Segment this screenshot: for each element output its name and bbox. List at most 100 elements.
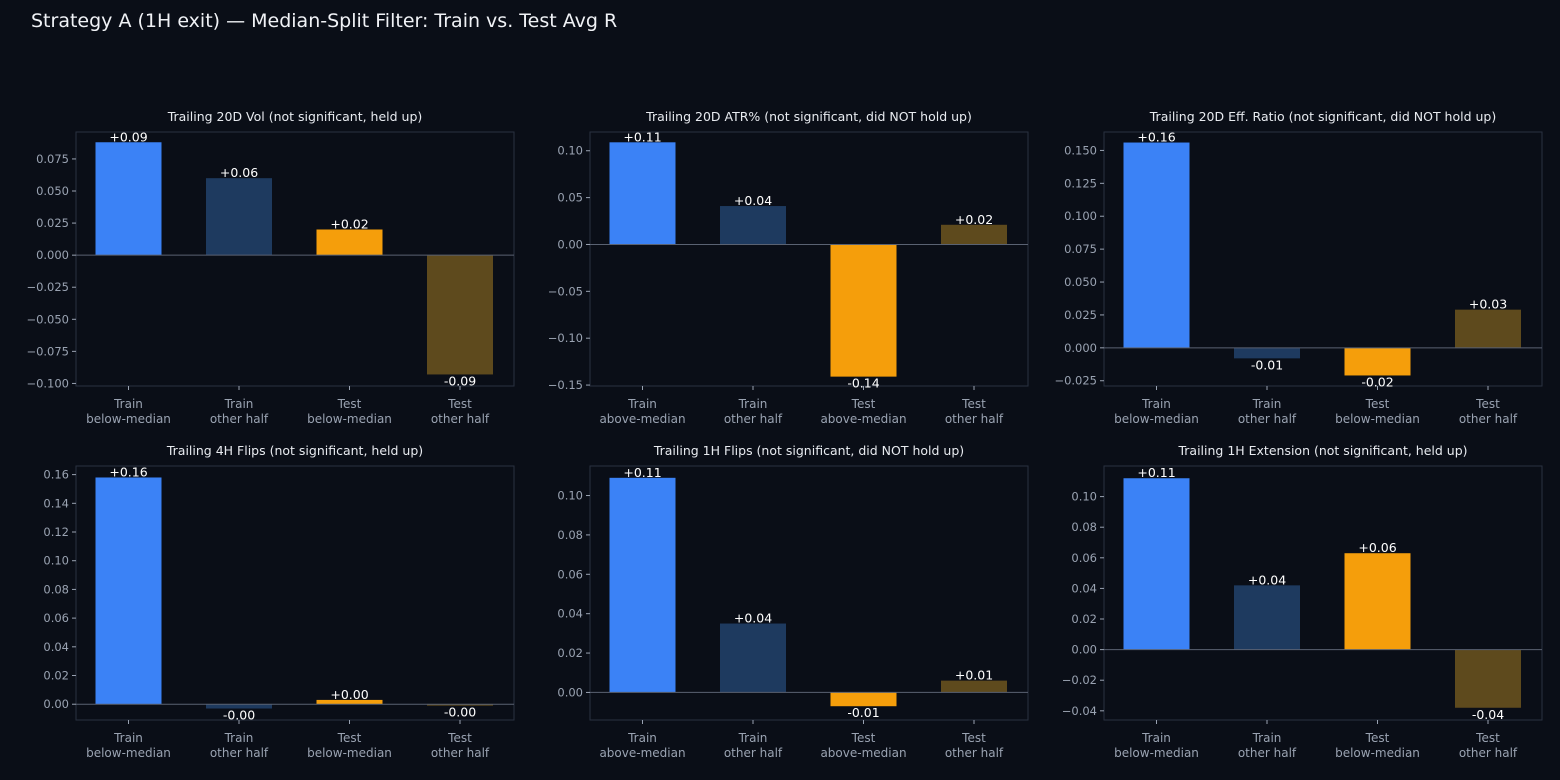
y-tick-label: 0.00: [1071, 643, 1097, 657]
bar: [830, 244, 897, 377]
y-tick-label: 0.06: [557, 567, 583, 581]
y-tick-label: 0.150: [1064, 143, 1097, 157]
y-tick-label: 0.14: [43, 496, 69, 510]
x-tick-label: below-median: [307, 412, 392, 426]
data-label: -0.04: [1472, 707, 1504, 722]
x-tick-label: Test: [337, 731, 362, 745]
bar: [1344, 347, 1411, 376]
x-tick-label: Train: [1141, 397, 1171, 411]
bar: [427, 255, 493, 375]
subplot-3: Trailing 20D Eff. Ratio (not significant…: [1054, 109, 1543, 426]
y-tick-label: 0.02: [1071, 612, 1097, 626]
y-tick-label: −0.100: [26, 376, 69, 390]
x-tick-label: above-median: [820, 746, 906, 760]
axes-frame: [1103, 131, 1543, 387]
y-tick-label: −0.050: [26, 312, 69, 326]
axes-frame: [589, 131, 1029, 387]
y-tick-label: −0.075: [26, 344, 69, 358]
subplot-title: Trailing 20D Vol (not significant, held …: [167, 109, 423, 124]
subplot-title: Trailing 4H Flips (not significant, held…: [166, 443, 423, 458]
y-tick-label: −0.025: [26, 280, 69, 294]
bar: [1234, 347, 1300, 359]
x-tick-label: Test: [1475, 397, 1500, 411]
x-tick-label: other half: [210, 746, 269, 760]
x-tick-label: other half: [724, 412, 783, 426]
bar: [720, 206, 786, 245]
y-tick-label: 0.12: [43, 525, 69, 539]
bar: [941, 680, 1007, 693]
y-tick-label: 0.000: [36, 248, 69, 262]
y-tick-label: 0.04: [1071, 581, 1097, 595]
data-label: +0.00: [330, 687, 368, 702]
x-tick-label: other half: [1459, 412, 1518, 426]
x-tick-label: other half: [431, 412, 490, 426]
data-label: +0.06: [220, 165, 258, 180]
x-tick-label: Test: [961, 397, 986, 411]
x-tick-label: above-median: [599, 746, 685, 760]
x-tick-label: Train: [738, 731, 768, 745]
x-tick-label: Train: [113, 731, 143, 745]
x-tick-label: Train: [113, 397, 143, 411]
bar: [830, 692, 897, 707]
subplot-5: Trailing 1H Flips (not significant, did …: [557, 443, 1029, 760]
y-tick-label: 0.04: [43, 640, 69, 654]
x-tick-label: Train: [224, 397, 254, 411]
y-tick-label: −0.04: [1062, 704, 1097, 718]
y-tick-label: 0.04: [557, 607, 583, 621]
data-label: +0.06: [1358, 540, 1396, 555]
x-tick-label: Train: [224, 731, 254, 745]
bar: [609, 142, 676, 245]
y-tick-label: 0.10: [1071, 490, 1097, 504]
x-tick-label: below-median: [307, 746, 392, 760]
y-tick-label: 0.10: [43, 554, 69, 568]
subplot-2: Trailing 20D ATR% (not significant, did …: [548, 109, 1029, 426]
data-label: +0.03: [1469, 297, 1507, 312]
bar: [1455, 649, 1521, 708]
x-tick-label: below-median: [1114, 412, 1199, 426]
y-tick-label: −0.05: [548, 284, 583, 298]
y-tick-label: 0.050: [36, 184, 69, 198]
y-tick-label: 0.08: [43, 582, 69, 596]
axes-frame: [75, 465, 515, 721]
x-tick-label: Train: [1252, 731, 1282, 745]
x-tick-label: Train: [738, 397, 768, 411]
bar: [609, 477, 676, 693]
y-tick-label: −0.15: [548, 378, 583, 392]
y-tick-label: 0.000: [1064, 341, 1097, 355]
x-tick-label: Test: [1365, 397, 1390, 411]
axes-frame: [75, 131, 515, 387]
bar: [95, 142, 162, 256]
x-tick-label: Train: [1141, 731, 1171, 745]
data-label: +0.04: [734, 611, 772, 626]
y-tick-label: 0.16: [43, 468, 69, 482]
y-tick-label: 0.08: [557, 528, 583, 542]
data-label: +0.04: [734, 193, 772, 208]
x-tick-label: Train: [627, 731, 657, 745]
y-tick-label: 0.02: [557, 646, 583, 660]
y-tick-label: 0.06: [1071, 551, 1097, 565]
x-tick-label: below-median: [86, 746, 171, 760]
y-tick-label: −0.02: [1062, 673, 1097, 687]
subplot-title: Trailing 20D Eff. Ratio (not significant…: [1149, 109, 1496, 124]
bar: [1234, 585, 1300, 650]
bar: [316, 699, 383, 705]
bar: [1123, 142, 1190, 348]
bar: [316, 229, 383, 256]
data-label: -0.14: [847, 376, 879, 391]
y-tick-label: 0.125: [1064, 176, 1097, 190]
data-label: -0.00: [223, 708, 255, 723]
data-label: +0.01: [955, 668, 993, 683]
data-label: +0.11: [623, 465, 661, 480]
subplot-title: Trailing 1H Flips (not significant, did …: [653, 443, 964, 458]
bar: [1123, 478, 1190, 650]
bar: [720, 623, 786, 693]
axes-frame: [1103, 465, 1543, 721]
y-tick-label: 0.06: [43, 611, 69, 625]
data-label: -0.00: [444, 705, 476, 720]
x-tick-label: other half: [1238, 412, 1297, 426]
x-tick-label: below-median: [86, 412, 171, 426]
x-tick-label: above-median: [820, 412, 906, 426]
y-tick-label: 0.02: [43, 669, 69, 683]
subplot-title: Trailing 1H Extension (not significant, …: [1177, 443, 1467, 458]
bar: [941, 224, 1007, 245]
